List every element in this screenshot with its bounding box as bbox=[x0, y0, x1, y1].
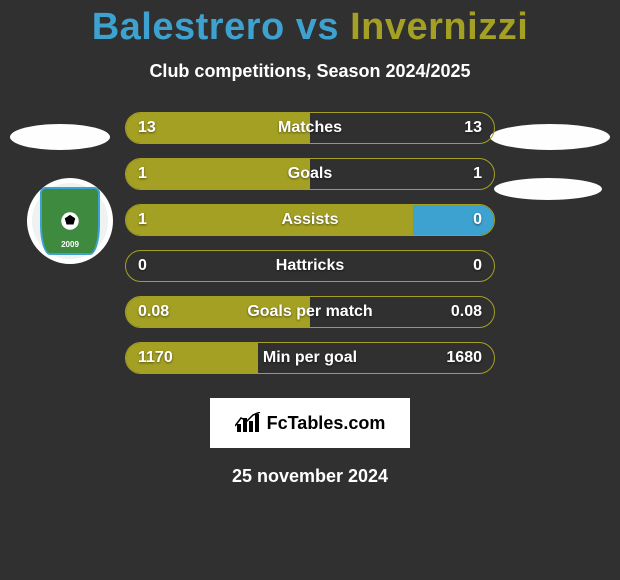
crest-year: 2009 bbox=[61, 240, 79, 249]
avatar-placeholder bbox=[10, 124, 110, 150]
stat-label: Min per goal bbox=[263, 349, 357, 367]
stat-rows: 13 13 Matches 1 1 Goals 1 0 Assists 0 0 Hattricks 0.… bbox=[125, 112, 495, 374]
stat-label: Goals bbox=[288, 165, 332, 183]
brand-text: FcTables.com bbox=[267, 413, 386, 434]
stat-value-left: 1 bbox=[138, 211, 147, 229]
stat-row: 0 0 Hattricks bbox=[125, 250, 495, 282]
avatar-placeholder bbox=[490, 124, 610, 150]
stat-row: 0.08 0.08 Goals per match bbox=[125, 296, 495, 328]
club-crest: 2009 bbox=[27, 178, 113, 264]
stat-label: Matches bbox=[278, 119, 342, 137]
brand-badge[interactable]: FcTables.com bbox=[210, 398, 410, 448]
page-title: Balestrero vs Invernizzi bbox=[0, 0, 620, 49]
stat-value-left: 1170 bbox=[138, 349, 173, 367]
stat-fill-left bbox=[126, 159, 310, 189]
stat-row: 1170 1680 Min per goal bbox=[125, 342, 495, 374]
avatar-placeholder bbox=[494, 178, 602, 200]
title-player-left: Balestrero bbox=[92, 6, 285, 48]
stat-value-right: 0 bbox=[473, 211, 482, 229]
stat-row: 13 13 Matches bbox=[125, 112, 495, 144]
stat-value-left: 13 bbox=[138, 119, 156, 137]
stat-row: 1 0 Assists bbox=[125, 204, 495, 236]
footer-date: 25 november 2024 bbox=[0, 466, 620, 487]
stat-value-right: 13 bbox=[464, 119, 482, 137]
soccer-ball-icon bbox=[56, 207, 84, 235]
stat-row: 1 1 Goals bbox=[125, 158, 495, 190]
stat-value-left: 1 bbox=[138, 165, 147, 183]
stat-value-right: 1680 bbox=[446, 349, 482, 367]
stat-label: Hattricks bbox=[276, 257, 344, 275]
stat-value-left: 0.08 bbox=[138, 303, 169, 321]
stat-value-right: 0.08 bbox=[451, 303, 482, 321]
stat-fill-left bbox=[126, 205, 413, 235]
club-crest-shield: 2009 bbox=[40, 187, 100, 255]
stat-value-left: 0 bbox=[138, 257, 147, 275]
brand-chart-icon bbox=[235, 412, 261, 434]
title-vs: vs bbox=[296, 6, 339, 48]
subtitle: Club competitions, Season 2024/2025 bbox=[0, 61, 620, 82]
stat-value-right: 0 bbox=[473, 257, 482, 275]
stat-label: Assists bbox=[282, 211, 339, 229]
title-player-right: Invernizzi bbox=[350, 6, 528, 48]
stat-value-right: 1 bbox=[473, 165, 482, 183]
stat-label: Goals per match bbox=[247, 303, 372, 321]
